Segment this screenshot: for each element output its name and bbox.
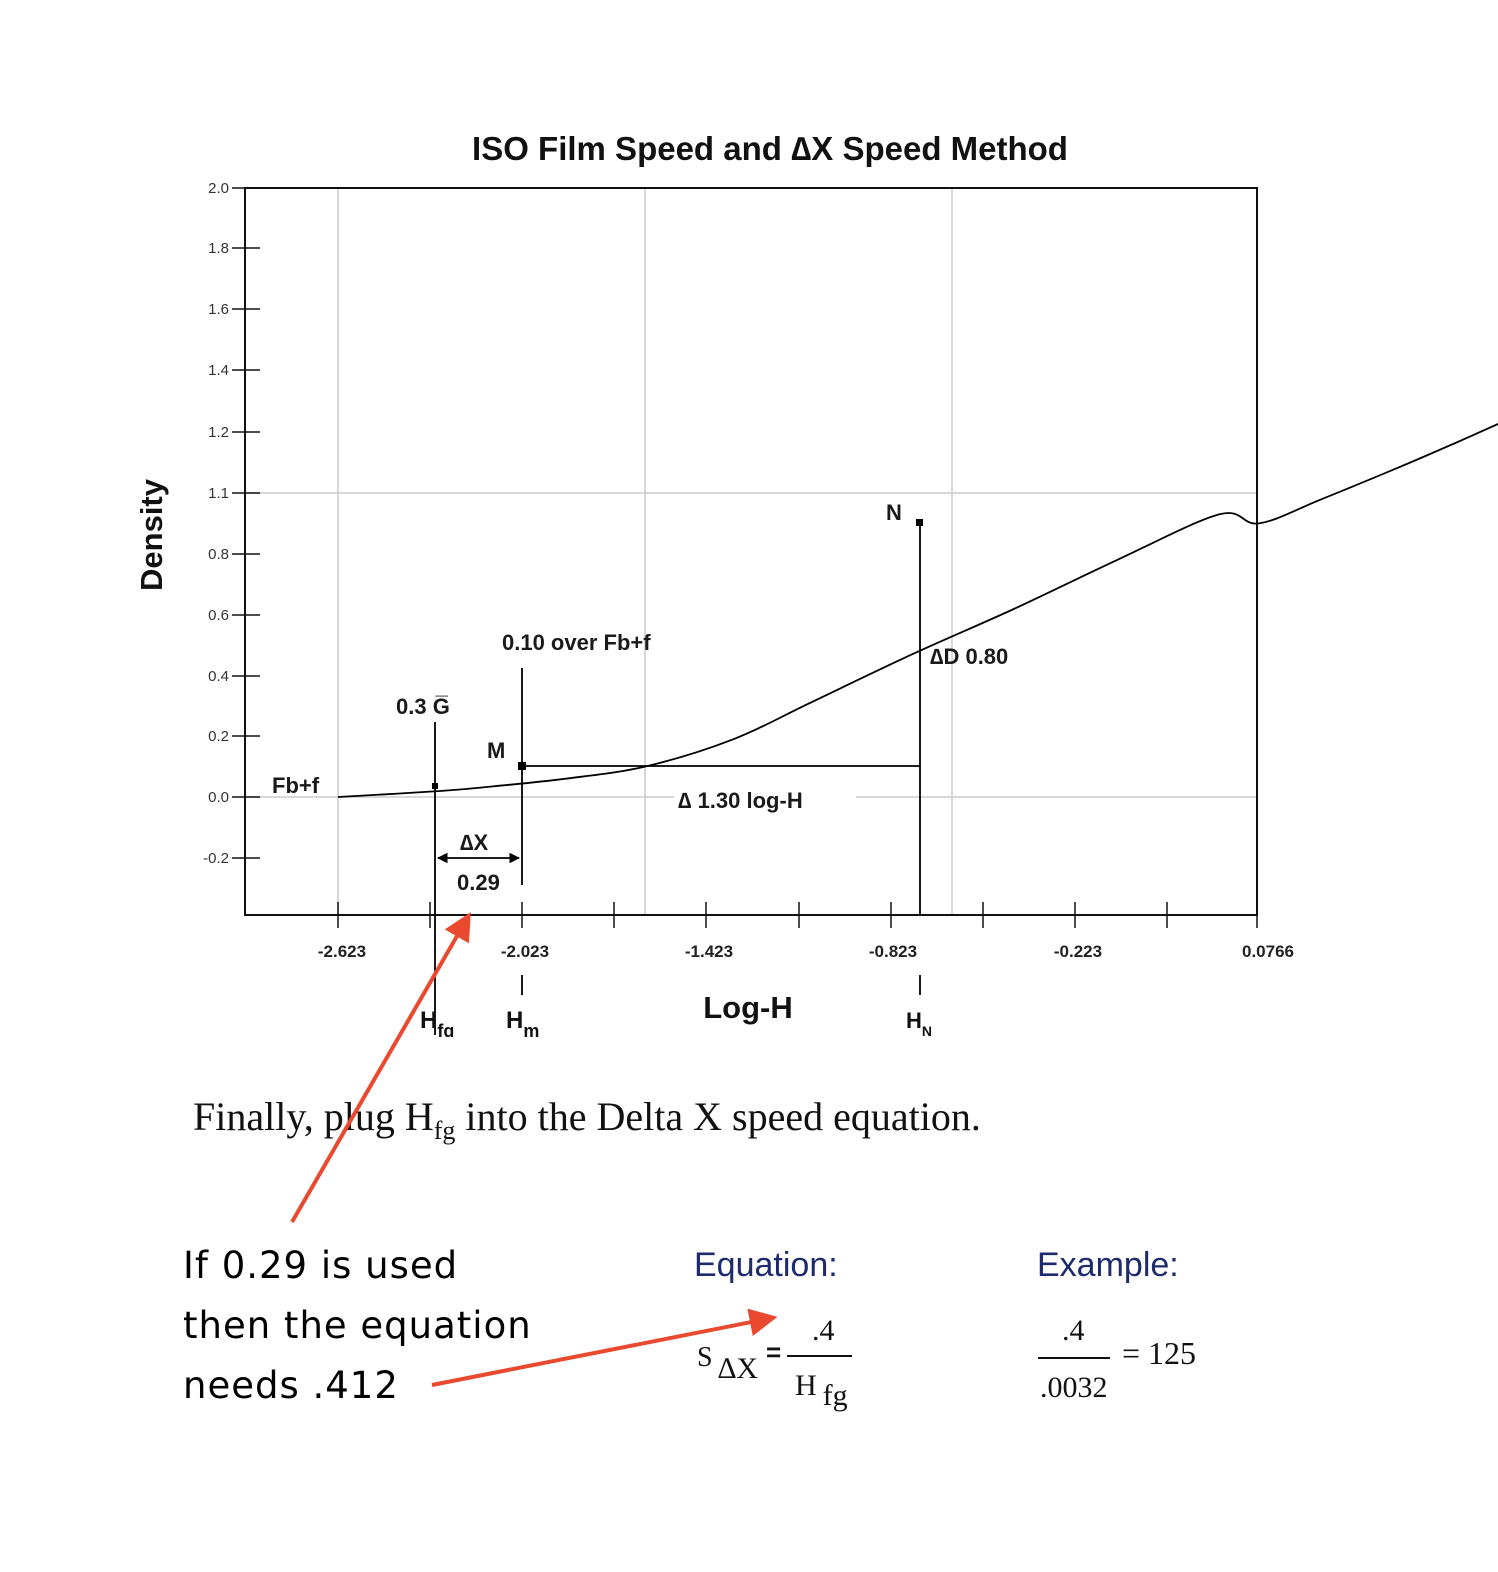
x-tick-label: 0.0766: [1242, 942, 1294, 961]
delta-logh-label-bg: [674, 782, 856, 814]
y-axis: 2.0 1.8 1.6 1.4 1.2 1.1 0.8 0.6 0.4 0.2 0.0 -0.2: [203, 180, 260, 867]
eq-equals: =: [766, 1337, 781, 1367]
y-tick-label: 0.6: [208, 607, 229, 624]
eq-numerator: .4: [812, 1314, 835, 1347]
h-n-label: HN: [906, 1008, 932, 1039]
delta-x-value: 0.29: [457, 870, 500, 895]
h-fg-label: Hfg: [420, 1007, 454, 1041]
g-bar-label: 0.3 G̅: [396, 694, 450, 719]
note-line-1: If 0.29 is used: [183, 1244, 458, 1287]
note-line-3: needs .412: [183, 1364, 399, 1407]
x-axis-label: Log-H: [703, 990, 793, 1025]
y-tick-label: 0.8: [208, 546, 229, 563]
note-line-2: then the equation: [183, 1304, 532, 1347]
example-formula: .4 .0032 = 125: [1038, 1314, 1196, 1404]
fbf-label: Fb+f: [272, 773, 320, 798]
ex-denominator: .0032: [1040, 1371, 1108, 1404]
ex-numerator: .4: [1062, 1314, 1085, 1347]
h-m-label: Hm: [506, 1007, 539, 1041]
x-tick-label: -0.223: [1054, 942, 1102, 961]
density-curve: [337, 422, 1498, 798]
y-tick-label: 0.4: [208, 668, 229, 685]
delta-x-label: ∆X: [460, 830, 488, 855]
y-axis-label: Density: [134, 478, 169, 591]
m-label: M: [487, 738, 505, 763]
y-tick-label: 1.8: [208, 240, 229, 257]
y-tick-label: 0.2: [208, 728, 229, 745]
y-tick-label: 1.4: [208, 362, 229, 379]
y-tick-label: 1.6: [208, 301, 229, 318]
arrow-to-equation: [431, 1308, 778, 1387]
point-m: [518, 762, 526, 770]
x-tick-label: -1.423: [685, 942, 733, 961]
n-label: N: [886, 500, 902, 525]
y-tick-label: 0.0: [208, 789, 229, 806]
h-labels-clip: Hfg Hm: [420, 1007, 539, 1041]
eq-s-sub: ∆X: [718, 1352, 758, 1385]
x-axis: -2.623 -2.023 -1.423 -0.823 -0.223 0.0766: [318, 902, 1294, 961]
x-tick-label: -0.823: [869, 942, 917, 961]
equation-heading: Equation:: [694, 1246, 838, 1284]
note: If 0.29 is used then the equation needs …: [183, 1244, 532, 1407]
delta-d-label: ∆D 0.80: [930, 644, 1008, 669]
ex-result: = 125: [1122, 1335, 1196, 1371]
x-tick-label: -2.623: [318, 942, 366, 961]
plot-frame: [244, 187, 1258, 916]
construction-lines: [434, 522, 921, 1035]
eq-s: S: [697, 1342, 713, 1373]
example-heading: Example:: [1037, 1246, 1179, 1284]
point-fg: [432, 783, 438, 789]
delta-logh-label: ∆ 1.30 log-H: [678, 788, 803, 813]
y-tick-label: 1.1: [208, 485, 229, 502]
over-fbf-label: 0.10 over Fb+f: [502, 630, 651, 655]
y-tick-label: 2.0: [208, 180, 229, 197]
chart-title: ISO Film Speed and ∆X Speed Method: [472, 130, 1068, 167]
y-tick-label: 1.2: [208, 424, 229, 441]
point-n: [916, 519, 923, 526]
x-tick-label: -2.023: [501, 942, 549, 961]
arrow-to-delta-x: [290, 912, 471, 1223]
y-tick-label: -0.2: [203, 850, 229, 867]
caption: Finally, plug Hfg into the Delta X speed…: [193, 1094, 981, 1145]
